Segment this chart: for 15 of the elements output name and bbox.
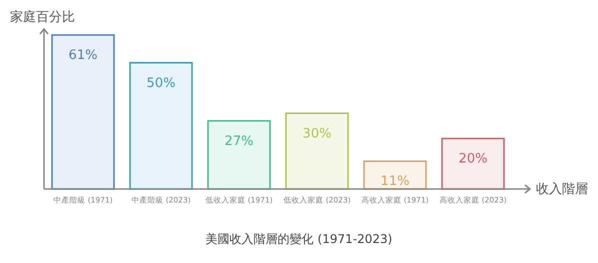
bar: [363, 160, 427, 190]
data-label: 27%: [224, 134, 254, 149]
x-axis-title: 收入階層: [536, 181, 588, 198]
data-label: 20%: [458, 152, 488, 167]
y-axis-title: 家庭百分比: [10, 9, 75, 26]
bar: [441, 138, 505, 190]
bar: [207, 120, 271, 190]
data-label: 30%: [302, 126, 332, 142]
data-label: 50%: [146, 76, 176, 91]
bar: [285, 112, 349, 190]
data-label: 11%: [380, 174, 410, 190]
text: 美國收入階層的變化 (1971-2023): [204, 231, 394, 248]
bar: [129, 62, 193, 190]
bar: [51, 34, 115, 190]
data-label: 61%: [68, 48, 98, 63]
